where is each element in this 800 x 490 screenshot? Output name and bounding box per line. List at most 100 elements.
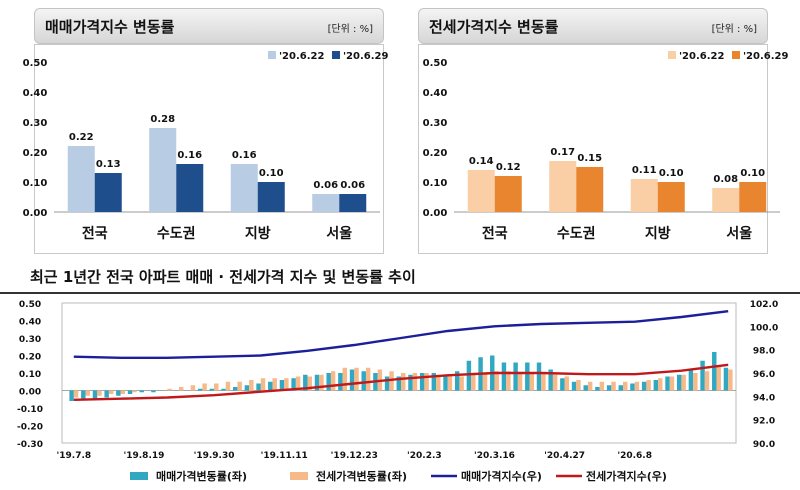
trend-sale-bar bbox=[700, 360, 705, 391]
jeonse-legend-swatch bbox=[732, 51, 740, 59]
sale-data-label: 0.16 bbox=[232, 150, 257, 161]
sale-data-label: 0.28 bbox=[150, 114, 175, 125]
jeonse-data-label: 0.11 bbox=[632, 165, 657, 176]
trend-jeonse-bar bbox=[646, 380, 651, 391]
trend-jeonse-bar bbox=[669, 376, 675, 391]
jeonse-data-label: 0.10 bbox=[740, 168, 765, 179]
jeonse-legend-swatch bbox=[668, 51, 676, 59]
trend-x-tick: '19.7.8 bbox=[57, 451, 92, 461]
trend-sale-bar bbox=[291, 378, 296, 391]
trend-sale-bar bbox=[221, 388, 226, 391]
trend-sale-bar bbox=[712, 352, 717, 391]
trend-jeonse-bar bbox=[704, 371, 710, 391]
jeonse-y-tick: 0.10 bbox=[423, 178, 448, 189]
trend-sale-bar bbox=[548, 369, 553, 391]
trend-jeonse-bar bbox=[471, 374, 476, 391]
trend-sale-bar bbox=[606, 385, 612, 391]
trend-left-tick: 0.50 bbox=[19, 300, 41, 310]
trend-right-tick: 96.0 bbox=[753, 370, 775, 380]
trend-jeonse-bar bbox=[342, 367, 348, 391]
trend-legend-label: 매매가격변동률(좌) bbox=[156, 469, 247, 483]
trend-sale-bar bbox=[595, 387, 600, 391]
sale-bar bbox=[257, 182, 285, 212]
sale-data-label: 0.16 bbox=[177, 150, 202, 161]
jeonse-data-label: 0.08 bbox=[713, 174, 738, 185]
trend-sale-bar bbox=[209, 388, 215, 391]
trend-jeonse-bar bbox=[132, 390, 137, 393]
trend-jeonse-bar bbox=[73, 390, 79, 398]
trend-jeonse-bar bbox=[634, 381, 640, 391]
trend-sale-bar bbox=[443, 374, 448, 391]
jeonse-bar bbox=[576, 167, 604, 212]
trend-jeonse-bar bbox=[447, 374, 453, 391]
trend-chart-title: 최근 1년간 전국 아파트 매매 · 전세가격 지수 및 변동률 추이 bbox=[30, 268, 416, 286]
sale-category-label: 전국 bbox=[82, 225, 108, 242]
trend-left-tick: -0.10 bbox=[17, 405, 43, 415]
trend-right-tick: 94.0 bbox=[753, 393, 775, 403]
trend-legend-swatch bbox=[130, 472, 148, 480]
sale-y-tick: 0.50 bbox=[23, 58, 48, 69]
trend-jeonse-bar bbox=[307, 376, 312, 391]
trend-combo-chart: -0.30 -0.20 -0.10 0.00 0.10 0.20 0.30 0.40 0.50 9… bbox=[17, 300, 778, 483]
trend-sale-bar bbox=[723, 367, 729, 391]
sale-bar bbox=[176, 164, 204, 212]
trend-jeonse-bar bbox=[681, 374, 686, 391]
trend-sale-bar bbox=[466, 360, 472, 391]
jeonse-panel-unit: [단위 : %] bbox=[711, 24, 757, 35]
sale-bar bbox=[94, 173, 122, 212]
trend-sale-bar bbox=[571, 381, 577, 391]
sale-data-label: 0.22 bbox=[69, 132, 94, 143]
trend-jeonse-bar bbox=[576, 380, 581, 391]
trend-jeonse-bar bbox=[658, 378, 663, 391]
trend-sale-bar bbox=[232, 387, 238, 391]
trend-jeonse-bar bbox=[436, 374, 441, 391]
trend-left-tick: 0.00 bbox=[19, 388, 41, 398]
trend-legend-label: 매매가격지수(우) bbox=[461, 469, 542, 483]
sale-bar-chart: 0.00 0.10 0.20 0.30 0.40 0.50 0.22 0.13 전국 0.28 0.… bbox=[23, 51, 388, 242]
trend-jeonse-bar bbox=[365, 367, 371, 391]
trend-jeonse-bar bbox=[693, 373, 698, 391]
trend-sale-bar bbox=[501, 362, 507, 391]
jeonse-bar bbox=[712, 188, 740, 212]
trend-sale-bar bbox=[326, 373, 331, 391]
trend-jeonse-bar bbox=[214, 383, 219, 391]
jeonse-bar bbox=[494, 176, 522, 212]
sale-legend-label: '20.6.22 bbox=[279, 51, 324, 62]
trend-x-tick: '20.6.8 bbox=[617, 451, 652, 461]
sale-legend-swatch bbox=[332, 51, 340, 59]
sale-panel-title-bar: 매매가격지수 변동률 [단위 : %] bbox=[34, 8, 384, 44]
sale-y-tick: 0.20 bbox=[23, 148, 48, 159]
trend-legend-swatch bbox=[290, 472, 308, 480]
trend-x-tick: '19.9.30 bbox=[194, 451, 235, 461]
trend-x-tick: '19.12.23 bbox=[331, 451, 378, 461]
trend-sale-bar bbox=[303, 374, 308, 391]
trend-sale-bar bbox=[454, 371, 460, 391]
trend-jeonse-bar bbox=[85, 390, 90, 396]
trend-sale-bar bbox=[244, 385, 250, 391]
jeonse-legend-label: '20.6.22 bbox=[679, 51, 724, 62]
jeonse-legend-label: '20.6.29 bbox=[743, 51, 788, 62]
trend-sale-bar bbox=[665, 376, 670, 391]
jeonse-data-label: 0.12 bbox=[496, 162, 521, 173]
trend-sale-bar bbox=[384, 376, 390, 391]
sale-data-label: 0.06 bbox=[340, 180, 365, 191]
trend-x-tick: '19.8.19 bbox=[123, 451, 164, 461]
jeonse-bar bbox=[467, 170, 495, 212]
trend-sale-bar bbox=[338, 373, 343, 391]
trend-sale-bar bbox=[419, 373, 425, 391]
trend-sale-bar bbox=[618, 385, 623, 391]
sale-y-tick: 0.30 bbox=[23, 118, 48, 129]
trend-sale-bar bbox=[653, 380, 659, 391]
trend-legend-label: 전세가격지수(우) bbox=[586, 469, 667, 483]
trend-right-tick: 90.0 bbox=[753, 440, 775, 450]
sale-bar bbox=[339, 194, 367, 212]
trend-sale-bar bbox=[314, 374, 320, 391]
trend-jeonse-bar bbox=[728, 369, 733, 391]
trend-jeonse-bar bbox=[272, 378, 277, 391]
trend-jeonse-bar bbox=[401, 373, 406, 391]
trend-sale-bar bbox=[127, 390, 133, 394]
sale-bar bbox=[149, 128, 177, 212]
trend-sale-bar bbox=[361, 371, 366, 391]
jeonse-category-label: 수도권 bbox=[557, 226, 596, 242]
trend-sale-bar bbox=[630, 383, 635, 391]
